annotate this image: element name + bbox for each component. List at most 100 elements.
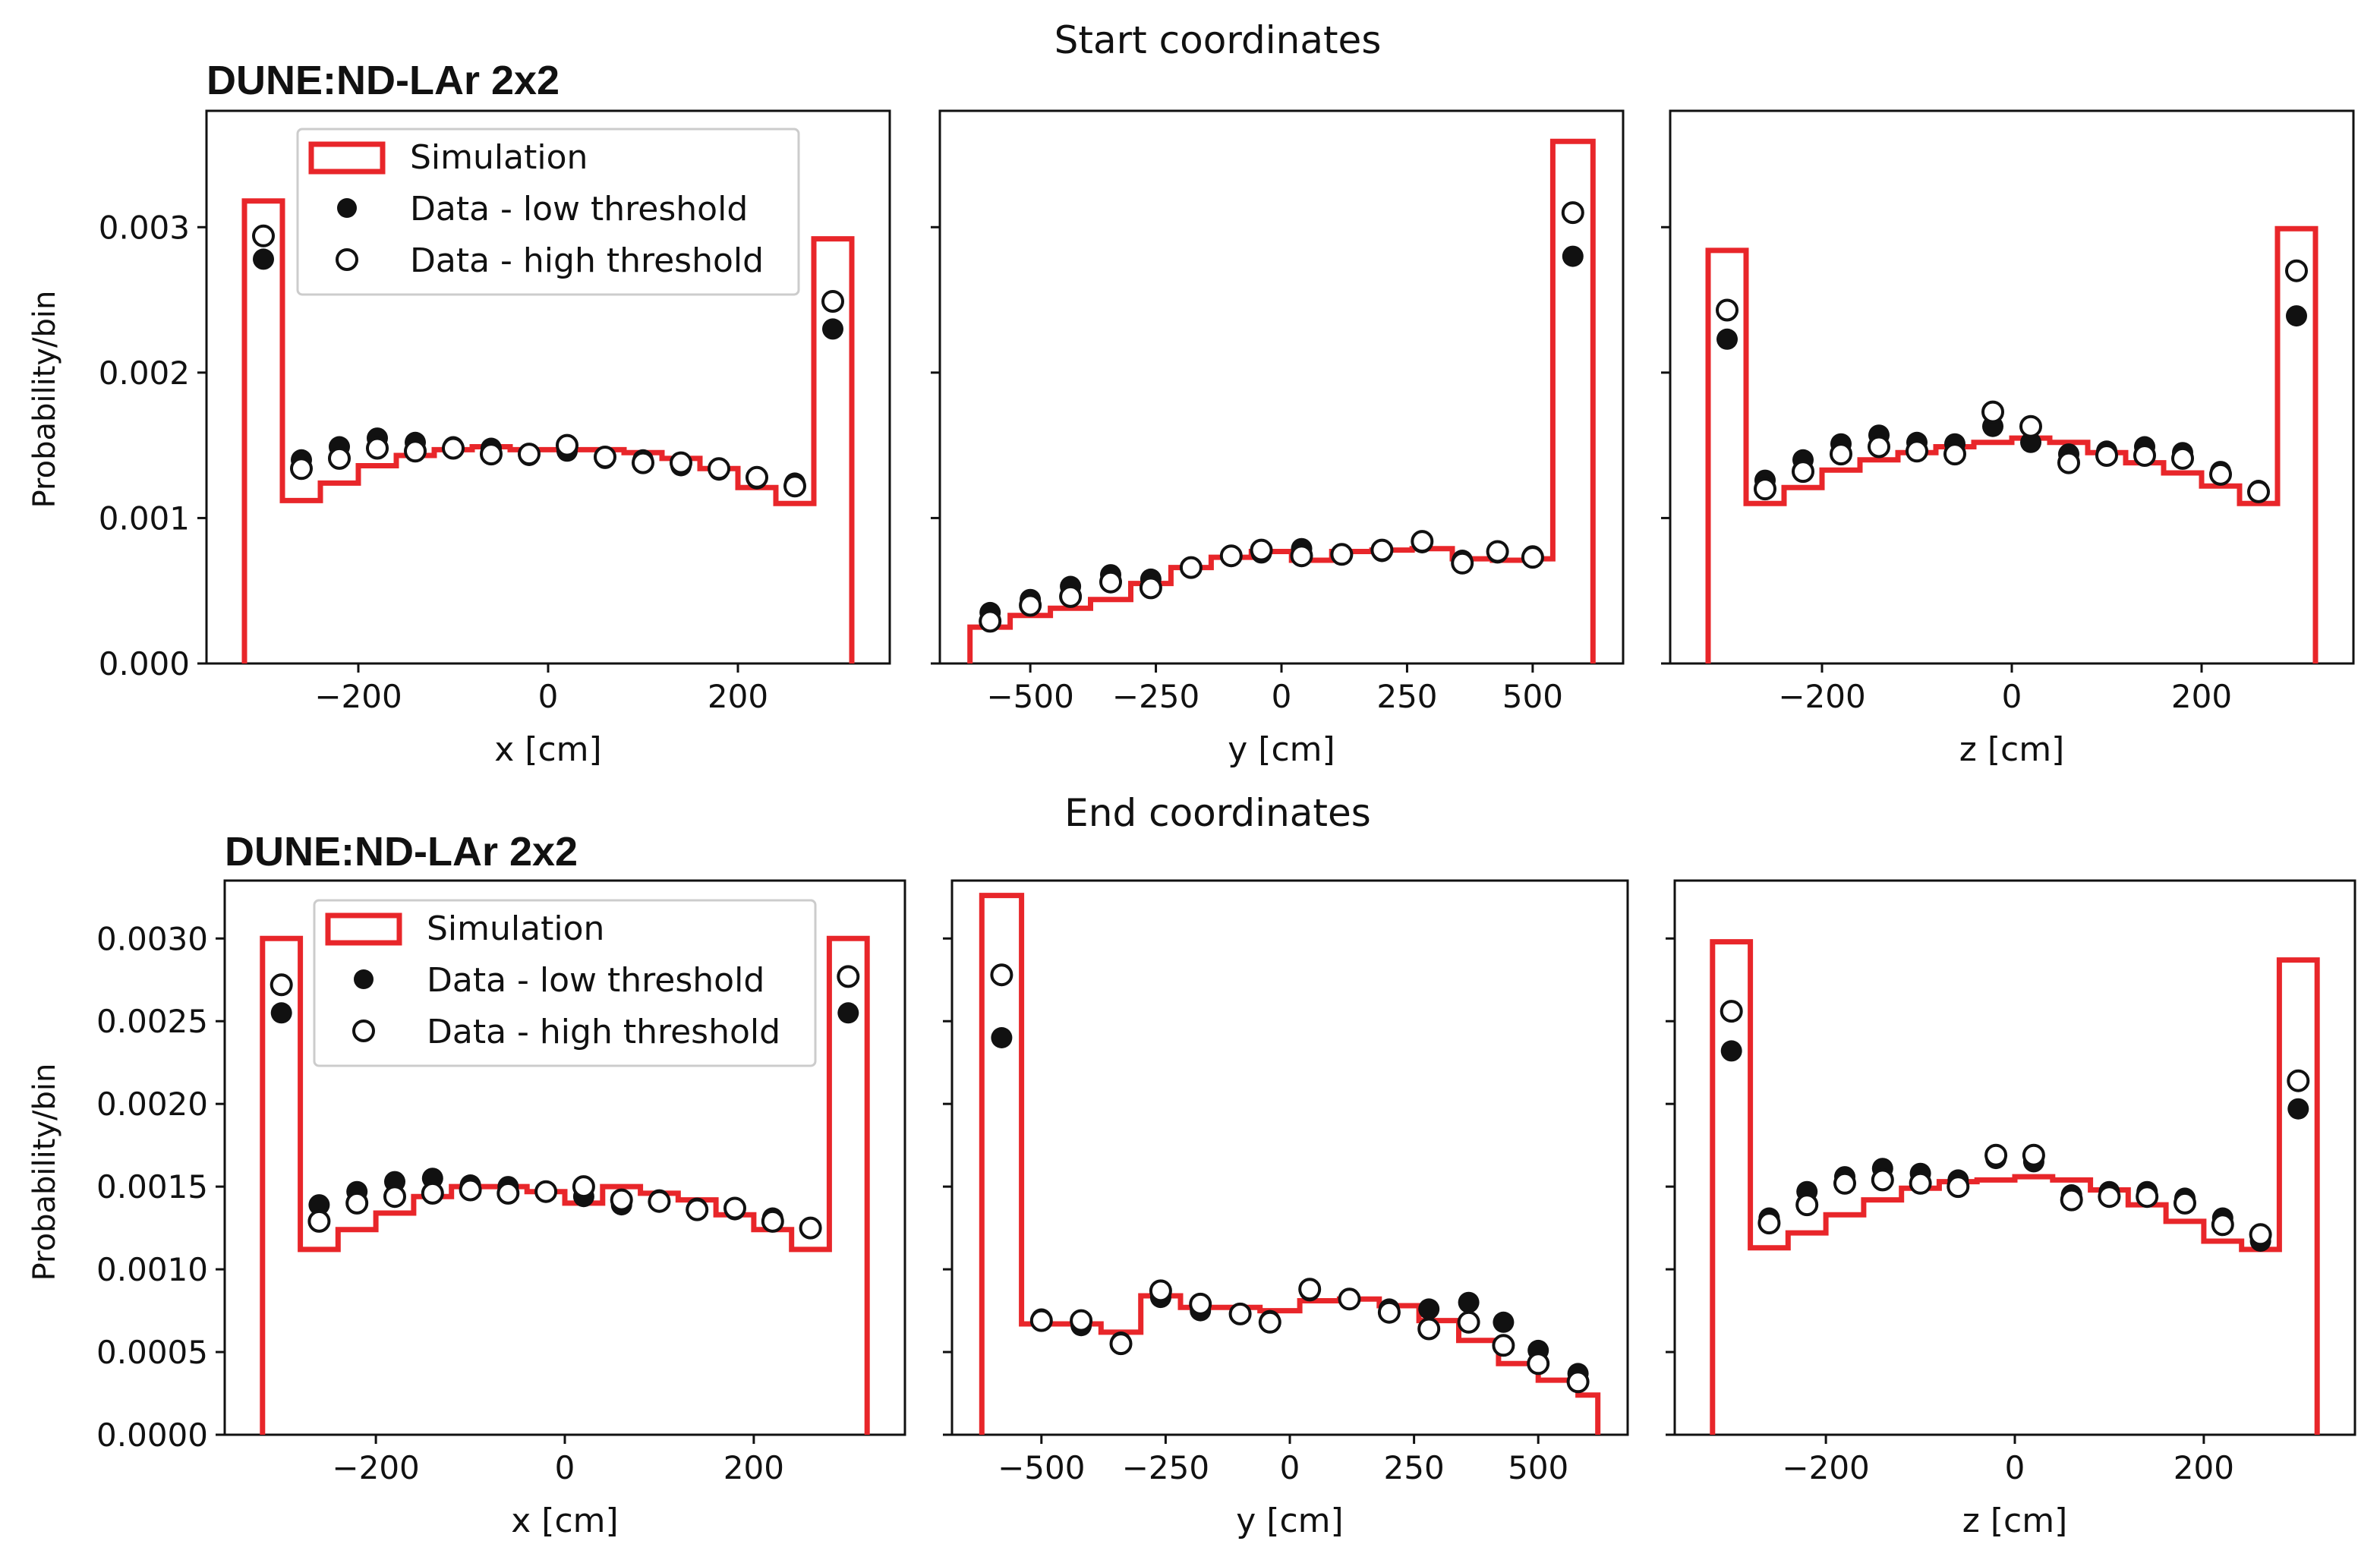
end-brand-label: DUNE:ND-LAr 2x2 — [225, 829, 578, 875]
start-z-data-high-point — [1868, 435, 1890, 459]
start-legend-data-low-marker — [337, 198, 357, 218]
end-y-x-tick-label: −250 — [1122, 1449, 1209, 1486]
start-x-y-tick-label: 0.002 — [99, 355, 190, 392]
start-legend-data-low-label: Data - low threshold — [410, 190, 748, 228]
start-y-data-high-point — [1370, 538, 1394, 562]
start-x-data-high-point — [328, 446, 351, 470]
end-y-x-tick-label: 250 — [1384, 1449, 1445, 1486]
end-y-data-high-point — [1566, 1370, 1590, 1394]
end-y-data-low-point — [991, 1027, 1013, 1048]
end-x-data-high-point — [307, 1209, 331, 1233]
end-z-x-tick-label: 0 — [2005, 1449, 2025, 1486]
start-z-data-high-point — [1981, 400, 2004, 424]
end-x-data-high-point — [459, 1178, 482, 1202]
start-y-data-high-point — [1019, 594, 1042, 617]
end-z-data-high-point — [2022, 1143, 2045, 1167]
start-legend-simulation-swatch — [308, 141, 386, 175]
start-x-data-low-point — [822, 318, 843, 340]
end-z-data-low-point — [1720, 1040, 1742, 1062]
start-x-data-high-point — [518, 443, 541, 466]
start-z-data-high-point — [2209, 462, 2232, 486]
start-z-data-high-point — [2019, 414, 2042, 438]
start-x-x-tick-label: 200 — [708, 678, 768, 715]
start-y-x-axis-label: y [cm] — [1228, 730, 1335, 769]
end-x-data-high-point — [799, 1216, 822, 1240]
start-z-data-high-point — [2095, 444, 2118, 467]
end-y-data-high-point — [1070, 1309, 1093, 1332]
start-legend-frame — [296, 128, 800, 296]
start-y-x-tick-label: −250 — [1112, 678, 1199, 715]
start-x-data-high-point — [632, 451, 654, 474]
end-x-y-tick-label: 0.0030 — [96, 920, 208, 957]
end-x-y-tick-label: 0.0005 — [96, 1334, 208, 1371]
end-z-x-tick-label: −200 — [1782, 1449, 1869, 1486]
end-legend-data-high-marker — [352, 1020, 375, 1042]
end-y-data-high-point — [1417, 1317, 1441, 1341]
end-y-data-high-point — [1149, 1279, 1172, 1303]
end-x-data-high-point — [383, 1185, 406, 1209]
end-z-data-high-point — [1833, 1171, 1856, 1195]
start-y-data-high-point — [1330, 543, 1354, 566]
end-y-data-high-point — [1109, 1332, 1133, 1356]
start-y-data-high-point — [1521, 546, 1544, 569]
end-legend-data-low-label: Data - low threshold — [427, 961, 764, 1000]
end-y-data-high-point — [1457, 1310, 1480, 1334]
end-y-axis-label: Probability/bin — [27, 1064, 62, 1281]
end-z-data-high-point — [2098, 1185, 2121, 1209]
start-z-data-high-point — [1906, 440, 1928, 463]
start-x-y-tick-label: 0.003 — [99, 209, 190, 246]
start-y-data-high-point — [1290, 544, 1313, 568]
start-x-data-low-point — [253, 248, 274, 270]
end-x-data-high-point — [723, 1196, 746, 1220]
start-z-data-low-point — [2286, 305, 2307, 327]
start-x-x-tick-label: 0 — [538, 678, 559, 715]
end-x-data-low-point — [308, 1194, 330, 1216]
start-z-simulation-histogram — [1705, 225, 2319, 663]
start-z-data-low-point — [2020, 431, 2041, 453]
start-z-data-high-point — [2057, 451, 2080, 474]
start-y-data-high-point — [1139, 576, 1162, 600]
start-z-data-low-point — [1716, 328, 1738, 350]
end-section-title: End coordinates — [1064, 791, 1371, 835]
end-z-data-high-point — [2136, 1185, 2159, 1209]
end-z-data-high-point — [2174, 1191, 2196, 1215]
start-y-x-tick-label: 250 — [1376, 678, 1437, 715]
end-x-x-axis-label: x [cm] — [511, 1502, 618, 1540]
end-z-data-high-point — [2060, 1188, 2083, 1212]
start-y-data-high-point — [1561, 201, 1584, 225]
end-x-data-high-point — [534, 1180, 558, 1203]
end-legend-data-low-marker — [354, 969, 374, 989]
end-z-x-tick-label: 200 — [2174, 1449, 2234, 1486]
start-y-panel: −500 −250 0 250 500 y [cm] — [931, 109, 1625, 769]
end-z-data-high-point — [1947, 1175, 1970, 1199]
end-x-data-high-point — [496, 1181, 520, 1205]
end-z-simulation-histogram — [1710, 939, 2320, 1435]
start-y-data-high-point — [1179, 556, 1203, 579]
end-x-y-tick-label: 0.0000 — [96, 1417, 208, 1454]
start-legend-simulation-label: Simulation — [410, 138, 588, 177]
start-x-data-high-point — [670, 451, 692, 474]
start-brand-label: DUNE:ND-LAr 2x2 — [206, 58, 560, 103]
end-z-data-high-point — [1871, 1168, 1894, 1192]
start-z-panel: −200 0 200 z [cm] — [1661, 109, 2355, 769]
end-x-y-tick-label: 0.0010 — [96, 1251, 208, 1288]
end-x-x-tick-label: 200 — [723, 1449, 784, 1486]
end-y-data-high-point — [1492, 1334, 1515, 1357]
end-z-data-high-point — [1757, 1212, 1781, 1235]
start-section-title: Start coordinates — [1054, 18, 1382, 62]
end-x-y-tick-label: 0.0025 — [96, 1003, 208, 1040]
start-y-data-high-point — [1486, 540, 1509, 563]
end-x-data-high-point — [572, 1175, 595, 1199]
start-x-data-high-point — [594, 446, 616, 468]
end-y-data-high-point — [1228, 1302, 1252, 1325]
end-x-y-tick-label: 0.0015 — [96, 1168, 208, 1205]
start-x-x-axis-label: x [cm] — [494, 730, 601, 769]
end-x-data-high-point — [837, 965, 860, 988]
end-z-data-high-point — [2287, 1069, 2310, 1092]
end-y-x-tick-label: 500 — [1508, 1449, 1568, 1486]
end-y-data-low-point — [1458, 1291, 1480, 1313]
end-x-data-high-point — [761, 1209, 784, 1233]
start-x-data-high-point — [556, 433, 578, 457]
start-x-y-tick-label: 0.000 — [99, 645, 190, 682]
